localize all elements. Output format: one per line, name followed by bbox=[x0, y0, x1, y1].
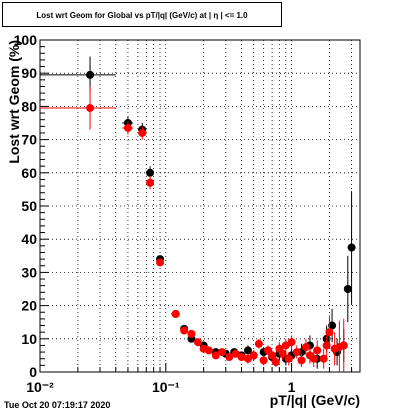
data-point bbox=[287, 338, 296, 347]
data-series bbox=[40, 56, 356, 372]
data-point bbox=[319, 354, 328, 363]
y-tick-label: 30 bbox=[21, 264, 37, 280]
grid bbox=[40, 40, 360, 372]
data-point bbox=[123, 123, 132, 132]
data-point bbox=[86, 104, 95, 113]
y-tick-label: 50 bbox=[21, 198, 37, 214]
x-tick-label: 1 bbox=[288, 379, 296, 395]
data-point bbox=[146, 168, 155, 177]
data-point bbox=[254, 339, 263, 348]
x-axis-label: pT/|q| (GeV/c) bbox=[270, 392, 360, 408]
x-tick-label: 10⁻¹ bbox=[152, 379, 180, 395]
y-tick-label: 10 bbox=[21, 331, 37, 347]
data-point bbox=[268, 351, 277, 360]
data-point bbox=[225, 353, 234, 362]
data-point bbox=[138, 128, 147, 137]
chart-title: Lost wrt Geom for Global vs pT/|q| (GeV/… bbox=[36, 11, 248, 20]
data-point bbox=[187, 329, 196, 338]
data-point bbox=[284, 354, 293, 363]
data-point bbox=[297, 356, 306, 365]
data-point bbox=[278, 349, 287, 358]
y-tick-label: 20 bbox=[21, 298, 37, 314]
y-tick-label: 80 bbox=[21, 98, 37, 114]
series-1 bbox=[40, 86, 348, 372]
x-tick-label: 10⁻² bbox=[26, 379, 54, 395]
y-tick-label: 100 bbox=[14, 32, 38, 48]
timestamp: Tue Oct 20 07:19:17 2020 bbox=[4, 400, 111, 410]
y-tick-label: 0 bbox=[29, 364, 37, 380]
series-0 bbox=[40, 56, 356, 369]
data-point bbox=[180, 326, 189, 335]
data-point bbox=[301, 343, 310, 352]
data-point bbox=[347, 243, 356, 252]
y-axis-label: Lost wrt Geom (%) bbox=[6, 40, 22, 164]
ticks bbox=[39, 39, 353, 373]
data-point bbox=[343, 285, 352, 293]
data-point bbox=[237, 353, 246, 362]
y-tick-label: 60 bbox=[21, 165, 37, 181]
data-point bbox=[325, 328, 334, 337]
data-point bbox=[218, 348, 227, 357]
data-point bbox=[328, 321, 337, 330]
data-point bbox=[249, 351, 258, 360]
y-tick-label: 70 bbox=[21, 132, 37, 148]
data-point bbox=[243, 346, 252, 355]
y-tick-label: 90 bbox=[21, 65, 37, 81]
data-point bbox=[259, 356, 268, 365]
data-point bbox=[204, 346, 213, 355]
data-point bbox=[146, 178, 155, 187]
data-point bbox=[292, 348, 301, 357]
data-point bbox=[156, 258, 165, 267]
data-point bbox=[313, 346, 322, 355]
data-point bbox=[171, 309, 180, 318]
data-point bbox=[339, 341, 348, 350]
data-point bbox=[86, 70, 95, 79]
chart-title-box: Lost wrt Geom for Global vs pT/|q| (GeV/… bbox=[2, 2, 282, 27]
data-point bbox=[271, 358, 280, 367]
data-point bbox=[322, 341, 331, 350]
data-point bbox=[309, 354, 318, 363]
y-tick-label: 40 bbox=[21, 231, 37, 247]
data-point bbox=[193, 338, 202, 347]
data-point bbox=[211, 351, 220, 360]
